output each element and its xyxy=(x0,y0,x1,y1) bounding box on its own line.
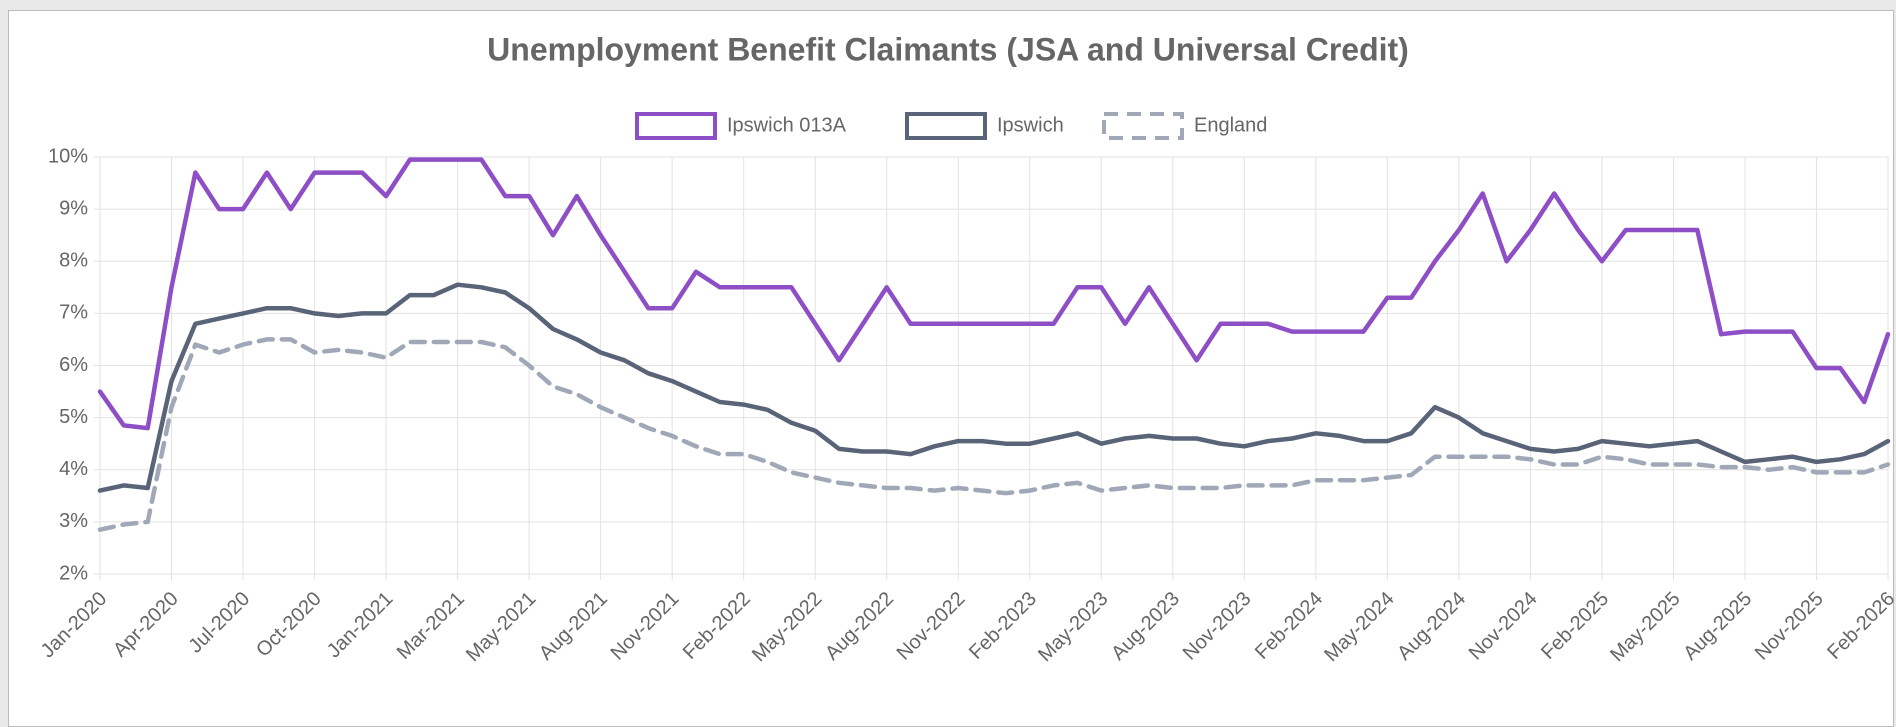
legend-swatch xyxy=(1102,112,1184,140)
legend-swatch xyxy=(905,112,987,140)
y-tick-label: 4% xyxy=(59,458,88,480)
y-tick-label: 3% xyxy=(59,510,88,532)
series-line xyxy=(97,337,1891,532)
y-tick-label: 7% xyxy=(59,302,88,324)
legend-swatch xyxy=(635,112,717,140)
x-tick-label: May-2022 xyxy=(748,588,826,666)
x-tick-label: Nov-2023 xyxy=(1179,588,1256,665)
x-tick-label: Jul-2020 xyxy=(185,588,255,658)
x-tick-label: Nov-2021 xyxy=(607,588,684,665)
x-tick-label: Aug-2025 xyxy=(1679,588,1756,665)
y-tick-label: 10% xyxy=(48,145,88,167)
x-tick-label: Nov-2024 xyxy=(1465,588,1542,665)
x-tick-label: Aug-2023 xyxy=(1107,588,1184,665)
y-tick-label: 6% xyxy=(59,354,88,376)
x-tick-label: Feb-2022 xyxy=(679,588,755,664)
y-tick-label: 9% xyxy=(59,197,88,219)
x-tick-label: Apr-2020 xyxy=(109,588,183,662)
x-tick-label: May-2024 xyxy=(1320,588,1398,666)
x-tick-label: Feb-2026 xyxy=(1823,588,1896,664)
x-tick-label: Feb-2023 xyxy=(965,588,1041,664)
y-tick-label: 2% xyxy=(59,562,88,584)
y-tick-label: 5% xyxy=(59,406,88,428)
x-tick-label: Jan-2020 xyxy=(37,588,112,663)
legend-label: Ipswich xyxy=(997,114,1064,136)
x-tick-label: Aug-2021 xyxy=(535,588,612,665)
x-tick-label: Jan-2021 xyxy=(323,588,398,663)
legend-label: England xyxy=(1194,114,1267,136)
x-tick-label: Nov-2025 xyxy=(1751,588,1828,665)
x-tick-label: May-2023 xyxy=(1034,588,1112,666)
x-tick-label: Oct-2020 xyxy=(252,588,326,662)
series-line xyxy=(97,157,1891,431)
series-line xyxy=(97,282,1891,493)
x-tick-label: May-2021 xyxy=(462,588,540,666)
x-tick-label: Nov-2022 xyxy=(893,588,970,665)
x-tick-label: Mar-2021 xyxy=(393,588,469,664)
y-tick-label: 8% xyxy=(59,250,88,272)
x-tick-label: Feb-2024 xyxy=(1251,588,1327,664)
x-tick-label: Aug-2024 xyxy=(1393,588,1470,665)
x-tick-label: May-2025 xyxy=(1606,588,1684,666)
x-tick-label: Feb-2025 xyxy=(1537,588,1613,664)
x-tick-label: Aug-2022 xyxy=(821,588,898,665)
legend-label: Ipswich 013A xyxy=(727,114,847,136)
chart-title: Unemployment Benefit Claimants (JSA and … xyxy=(487,31,1409,67)
